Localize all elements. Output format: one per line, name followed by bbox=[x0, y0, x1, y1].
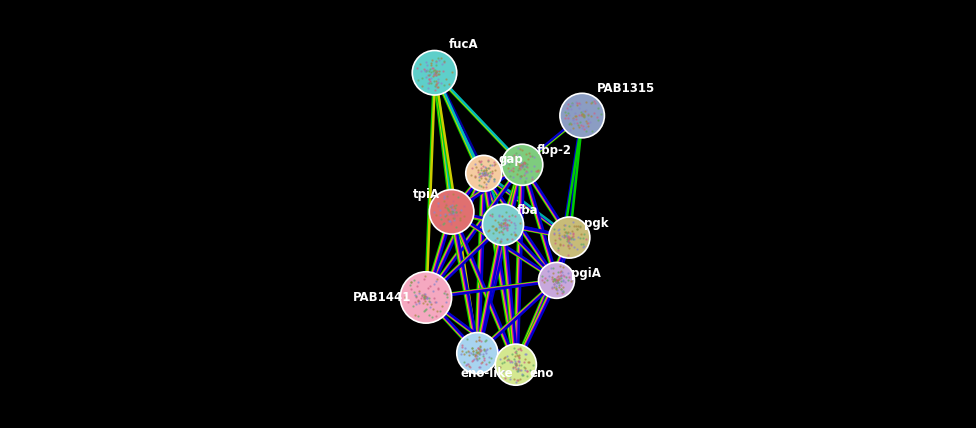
Circle shape bbox=[495, 344, 537, 385]
Text: eno: eno bbox=[530, 367, 554, 380]
Text: tpiA: tpiA bbox=[413, 188, 440, 201]
Text: PAB1441: PAB1441 bbox=[352, 291, 411, 304]
Circle shape bbox=[457, 333, 498, 374]
Circle shape bbox=[412, 51, 457, 95]
Circle shape bbox=[539, 262, 575, 298]
Text: gap: gap bbox=[499, 153, 523, 166]
Text: fbp-2: fbp-2 bbox=[537, 144, 572, 157]
Circle shape bbox=[549, 217, 590, 258]
Text: eno-like: eno-like bbox=[460, 367, 512, 380]
Circle shape bbox=[482, 204, 523, 245]
Circle shape bbox=[466, 155, 502, 191]
Text: fucA: fucA bbox=[449, 39, 478, 51]
Text: pgiA: pgiA bbox=[572, 268, 601, 280]
Text: PAB1315: PAB1315 bbox=[597, 82, 656, 95]
Text: pgk: pgk bbox=[585, 217, 609, 230]
Circle shape bbox=[429, 190, 474, 234]
Circle shape bbox=[400, 272, 452, 323]
Circle shape bbox=[560, 93, 604, 138]
Circle shape bbox=[502, 144, 543, 185]
Text: fba: fba bbox=[517, 204, 539, 217]
